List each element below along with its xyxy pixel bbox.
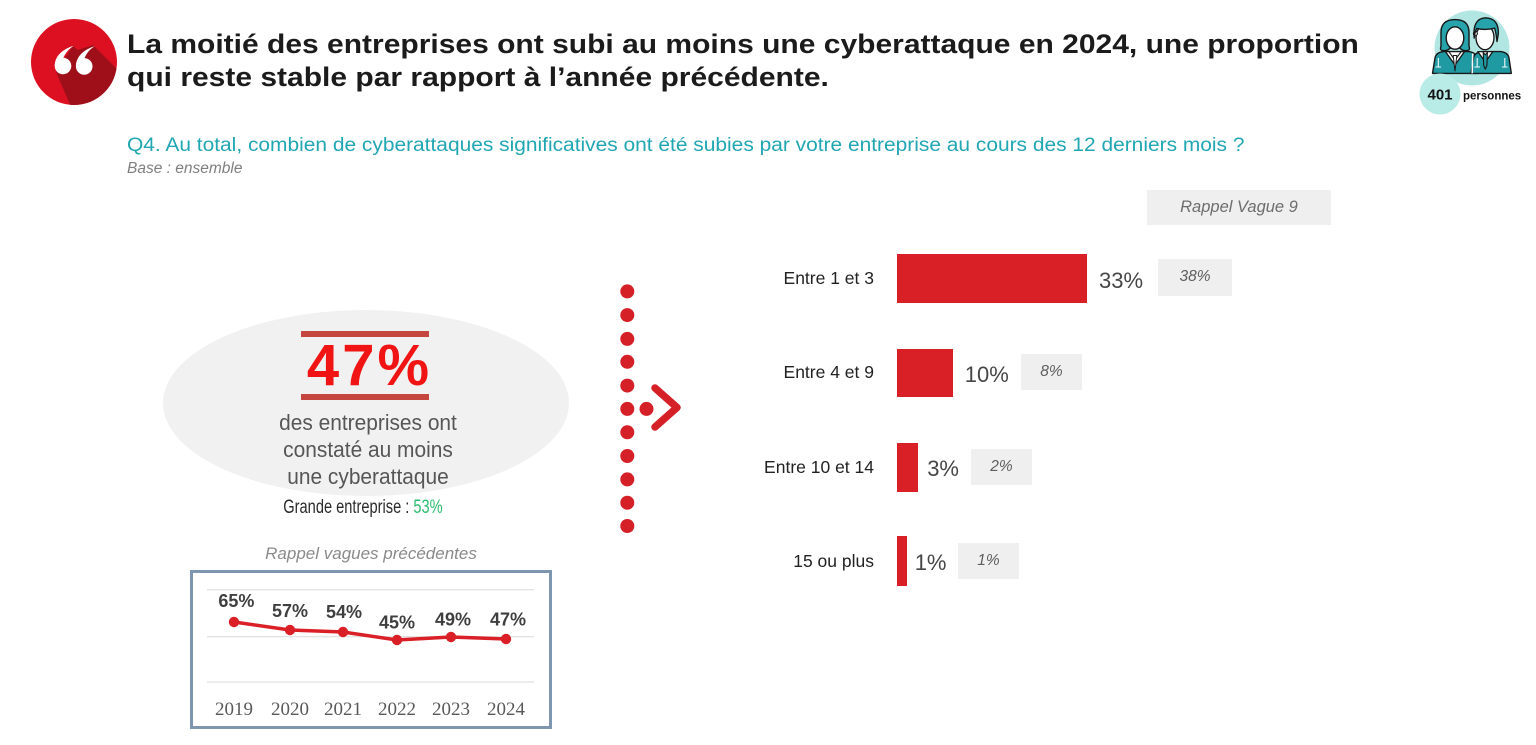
- svg-text:2020: 2020: [271, 699, 309, 720]
- svg-text:65%: 65%: [218, 591, 254, 611]
- svg-text:45%: 45%: [379, 612, 415, 632]
- svg-text:2023: 2023: [432, 699, 470, 720]
- svg-text:2022: 2022: [378, 699, 416, 720]
- svg-text:2024: 2024: [487, 699, 526, 720]
- svg-text:401: 401: [1427, 87, 1452, 104]
- svg-text:57%: 57%: [272, 601, 308, 621]
- svg-text:2019: 2019: [215, 699, 253, 720]
- svg-text:personnes: personnes: [1463, 91, 1521, 103]
- svg-text:54%: 54%: [326, 602, 362, 622]
- svg-text:49%: 49%: [435, 610, 471, 630]
- svg-text:2021: 2021: [324, 699, 362, 720]
- svg-text:47%: 47%: [490, 610, 526, 630]
